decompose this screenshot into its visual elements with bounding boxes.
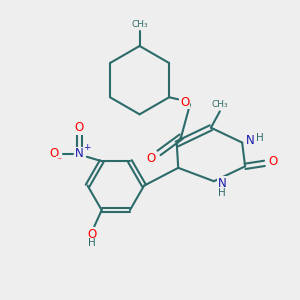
Text: ⁻: ⁻ xyxy=(56,156,61,166)
Text: H: H xyxy=(256,133,263,143)
Text: CH₃: CH₃ xyxy=(212,100,228,109)
Text: H: H xyxy=(88,238,96,248)
Text: H: H xyxy=(218,188,226,197)
Text: O: O xyxy=(49,147,58,160)
Text: O: O xyxy=(180,96,190,109)
Text: CH₃: CH₃ xyxy=(131,20,148,29)
Text: O: O xyxy=(75,122,84,134)
Text: +: + xyxy=(83,143,91,152)
Text: O: O xyxy=(88,228,97,241)
Text: O: O xyxy=(268,155,278,168)
Text: N: N xyxy=(218,177,226,190)
Text: N: N xyxy=(246,134,255,147)
Text: O: O xyxy=(147,152,156,165)
Text: N: N xyxy=(75,147,84,160)
